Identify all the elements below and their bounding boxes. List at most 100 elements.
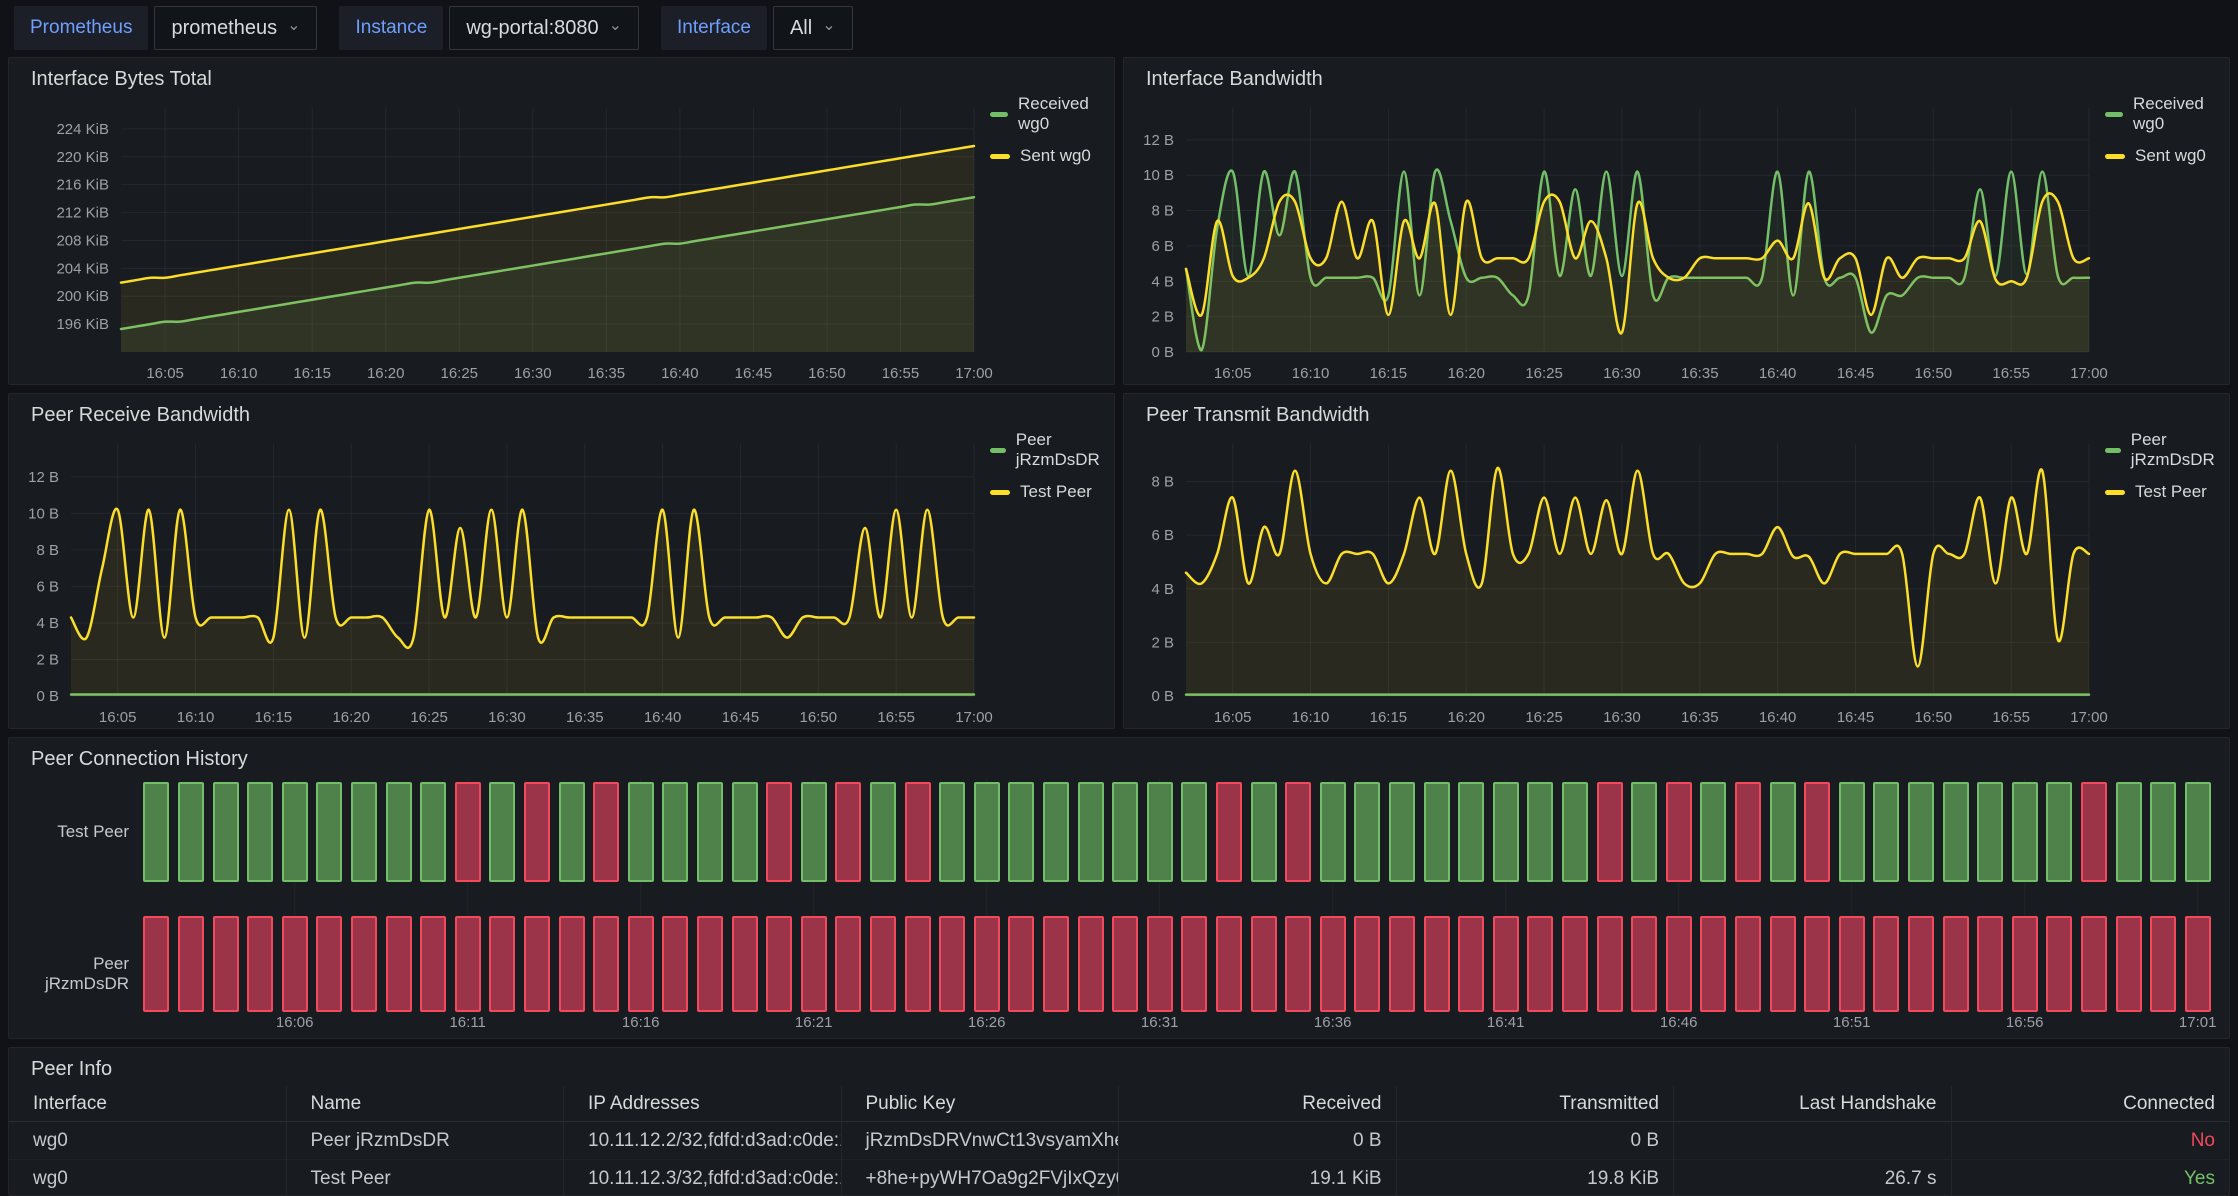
axis-tick-label: 16:41 xyxy=(1486,1014,1525,1031)
table-cell: jRzmDsDRVnwCt13vsyamXherk9L9RhRe xyxy=(841,1122,1119,1160)
status-cell-disconnected xyxy=(2011,916,2038,1012)
status-cell-disconnected xyxy=(212,916,239,1012)
status-cell-disconnected xyxy=(1285,916,1312,1012)
axis-tick-label: 16:15 xyxy=(1370,709,1408,726)
status-cell-disconnected xyxy=(1112,916,1139,1012)
status-cell-connected xyxy=(2184,782,2211,882)
variable-dropdown-prometheus[interactable]: prometheus ⌄ xyxy=(154,6,318,50)
table-cell: 19.8 KiB xyxy=(1397,1160,1674,1195)
axis-tick-label: 16:30 xyxy=(1603,365,1641,382)
time-series-plot[interactable]: 16:05 16:10 16:15 16:20 16:25 16:30 16:35 16:40… xyxy=(1124,58,2231,386)
column-header-public-key[interactable]: Public Key xyxy=(841,1086,1119,1122)
variable-label-interface: Interface xyxy=(661,6,767,50)
status-cell-connected xyxy=(1008,782,1035,882)
legend-series-color-icon xyxy=(990,111,1008,117)
status-cell-disconnected xyxy=(1907,916,1934,1012)
axis-tick-label: 16:36 xyxy=(1313,1014,1352,1031)
axis-tick-label: 16:55 xyxy=(1992,709,2030,726)
status-cell-connected xyxy=(1388,782,1415,882)
status-cell-connected xyxy=(350,782,377,882)
panel-title[interactable]: Peer Transmit Bandwidth xyxy=(1146,404,1370,426)
status-cell-disconnected xyxy=(904,916,931,1012)
column-header-connected[interactable]: Connected xyxy=(1951,1086,2229,1122)
variable-dropdown-instance[interactable]: wg-portal:8080 ⌄ xyxy=(449,6,640,50)
legend-series-color-icon xyxy=(990,447,1006,453)
column-header-name[interactable]: Name xyxy=(286,1086,564,1122)
status-cell-disconnected xyxy=(1285,782,1312,882)
time-series-plot[interactable]: 16:05 16:10 16:15 16:20 16:25 16:30 16:35 16:40… xyxy=(9,58,1116,386)
status-cell-disconnected xyxy=(558,916,585,1012)
axis-tick-label: 16:50 xyxy=(808,365,846,382)
axis-tick-label: 16:40 xyxy=(1759,709,1797,726)
legend-item[interactable]: Sent wg0 xyxy=(990,146,1114,166)
table-cell: 0 B xyxy=(1119,1122,1397,1160)
legend-item[interactable]: Test Peer xyxy=(990,482,1114,502)
status-cell-connected xyxy=(731,782,758,882)
dashboard-variables-toolbar: Prometheus prometheus ⌄ Instance wg-port… xyxy=(0,0,2238,56)
panel-title[interactable]: Interface Bandwidth xyxy=(1146,68,1323,90)
column-header-transmitted[interactable]: Transmitted xyxy=(1396,1086,1674,1122)
column-header-interface[interactable]: Interface xyxy=(9,1086,287,1122)
status-cell-disconnected xyxy=(523,916,550,1012)
panel-title[interactable]: Peer Info xyxy=(31,1058,113,1080)
status-cell-disconnected xyxy=(1596,782,1623,882)
series-line xyxy=(1184,466,2091,668)
legend-item[interactable]: Peer jRzmDsDR xyxy=(990,430,1114,470)
status-cell-disconnected xyxy=(835,782,862,882)
column-header-ip-addresses[interactable]: IP Addresses xyxy=(564,1086,842,1122)
axis-tick-label: 0 B xyxy=(1151,688,1174,705)
status-cell-disconnected xyxy=(904,782,931,882)
status-cell-connected xyxy=(627,782,654,882)
axis-tick-label: 16:35 xyxy=(1681,365,1719,382)
axis-tick-label: 16:50 xyxy=(800,709,838,726)
status-cell-connected xyxy=(1077,782,1104,882)
time-series-plot[interactable]: 16:05 16:10 16:15 16:20 16:25 16:30 16:35 16:40… xyxy=(9,394,1116,730)
table-cell: 0 B xyxy=(1396,1122,1674,1160)
panel-peer-receive-bandwidth: Peer Receive Bandwidth 16:05 16:10 16:15 16… xyxy=(8,393,1115,729)
status-cell-disconnected xyxy=(1354,916,1381,1012)
table-row: wg0 Peer jRzmDsDR 10.11.12.2/32,fdfd:d3ad:… xyxy=(9,1122,2229,1160)
panel-title[interactable]: Peer Receive Bandwidth xyxy=(31,404,251,426)
status-cell-connected xyxy=(2115,782,2142,882)
legend-item[interactable]: Sent wg0 xyxy=(2105,146,2229,166)
status-cell-connected xyxy=(1873,782,1900,882)
axis-tick-label: 8 B xyxy=(1151,203,1174,220)
axis-tick-label: 16:21 xyxy=(794,1014,833,1031)
table-cell xyxy=(1674,1122,1952,1160)
status-cell-connected xyxy=(2011,782,2038,882)
series-area xyxy=(121,197,974,352)
column-header-last-handshake[interactable]: Last Handshake xyxy=(1674,1086,1952,1122)
time-series-plot[interactable]: 16:05 16:10 16:15 16:20 16:25 16:30 16:35 16:40… xyxy=(1124,394,2231,730)
axis-tick-label: 200 KiB xyxy=(56,288,109,305)
status-cell-connected xyxy=(316,782,343,882)
variable-value: wg-portal:8080 xyxy=(466,16,599,39)
axis-tick-label: 10 B xyxy=(28,505,59,522)
axis-tick-label: 12 B xyxy=(1143,132,1174,149)
chevron-down-icon: ⌄ xyxy=(608,17,623,34)
axis-tick-label: 16:30 xyxy=(514,365,552,382)
status-cell-disconnected xyxy=(281,916,308,1012)
legend-item[interactable]: Received wg0 xyxy=(2105,94,2229,134)
table-row: wg0 Test Peer 10.11.12.3/32,fdfd:d3ad:c0de… xyxy=(9,1160,2229,1195)
axis-tick-label: 16:55 xyxy=(882,365,920,382)
axis-tick-label: 216 KiB xyxy=(56,177,109,194)
axis-tick-label: 16:11 xyxy=(449,1014,486,1031)
axis-tick-label: 2 B xyxy=(1151,634,1174,651)
legend-item[interactable]: Test Peer xyxy=(2105,482,2229,502)
variable-dropdown-interface[interactable]: All ⌄ xyxy=(772,6,853,50)
status-cell-connected xyxy=(1319,782,1346,882)
panel-title[interactable]: Interface Bytes Total xyxy=(31,68,212,90)
axis-tick-label: 16:20 xyxy=(332,709,370,726)
table-cell: 10.11.12.3/32,fdfd:d3ad:c0de:1234::2/128 xyxy=(564,1160,842,1195)
legend-item[interactable]: Received wg0 xyxy=(990,94,1114,134)
series-line xyxy=(1184,192,2091,335)
status-cell-connected xyxy=(489,782,516,882)
status-cell-disconnected xyxy=(835,916,862,1012)
legend: Received wg0 Sent wg0 xyxy=(990,94,1114,166)
axis-tick-label: 4 B xyxy=(36,615,59,632)
panel-title[interactable]: Peer Connection History xyxy=(31,748,248,770)
column-header-received[interactable]: Received xyxy=(1119,1086,1397,1122)
legend-item[interactable]: Peer jRzmDsDR xyxy=(2105,430,2229,470)
status-cell-disconnected xyxy=(1527,916,1554,1012)
axis-tick-label: 16:10 xyxy=(220,365,258,382)
